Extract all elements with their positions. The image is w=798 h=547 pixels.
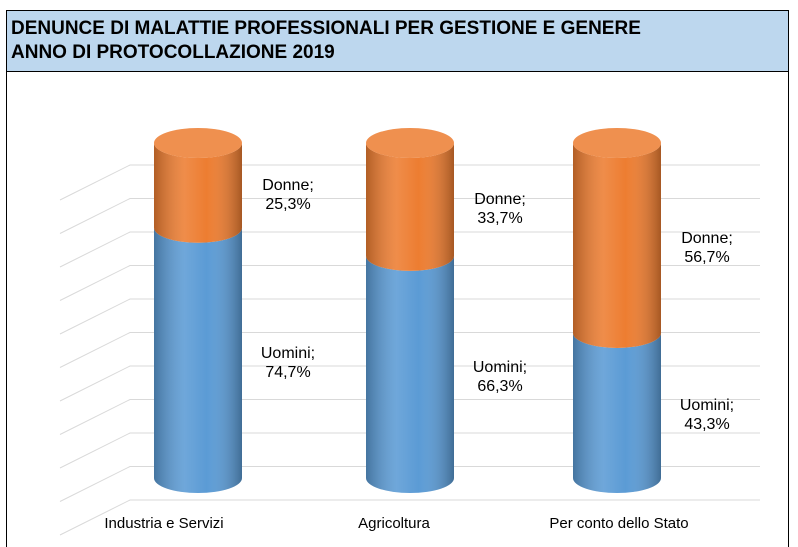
data-label: Uomini; 43,3% <box>679 397 735 434</box>
cylinder-shade <box>366 143 454 271</box>
cylinder-shade <box>573 143 661 348</box>
cylinder-shade <box>573 332 661 493</box>
cylinder-shade <box>154 227 242 493</box>
cylinder-top <box>366 128 454 158</box>
cylinder-top-shade <box>366 128 454 158</box>
x-tick-label: Agricoltura <box>358 515 430 532</box>
grid-line <box>59 231 760 268</box>
cylinder-top <box>573 128 661 158</box>
grid-line <box>59 332 760 368</box>
grid-line <box>59 298 760 335</box>
cylinder-top-shade <box>573 128 661 158</box>
title-bar: DENUNCE DI MALATTIE PROFESSIONALI PER GE… <box>6 10 789 72</box>
cylinder-top <box>154 128 242 158</box>
grid-line <box>59 198 760 234</box>
x-tick-label: Per conto dello Stato <box>549 515 688 532</box>
grid-line <box>59 432 760 469</box>
data-label: Donne; 25,3% <box>262 177 314 214</box>
data-label: Uomini; 66,3% <box>472 358 528 395</box>
data-label: Uomini; 74,7% <box>260 344 316 381</box>
cylinder-top-shade <box>154 128 242 158</box>
cylinder-shade <box>366 255 454 493</box>
data-label: Donne; 56,7% <box>681 229 733 266</box>
chart-subtitle: ANNO DI PROTOCOLLAZIONE 2019 <box>11 42 335 63</box>
grid-line <box>59 499 760 536</box>
x-tick-label: Industria e Servizi <box>104 515 223 532</box>
grid-line <box>59 365 760 402</box>
grid-line <box>59 265 760 301</box>
data-label: Donne; 33,7% <box>474 191 526 228</box>
chart-title: DENUNCE DI MALATTIE PROFESSIONALI PER GE… <box>11 18 641 39</box>
grid-line <box>59 399 760 435</box>
grid-line <box>59 466 760 502</box>
cylinder-shade <box>154 143 242 243</box>
grid-line <box>59 164 760 201</box>
